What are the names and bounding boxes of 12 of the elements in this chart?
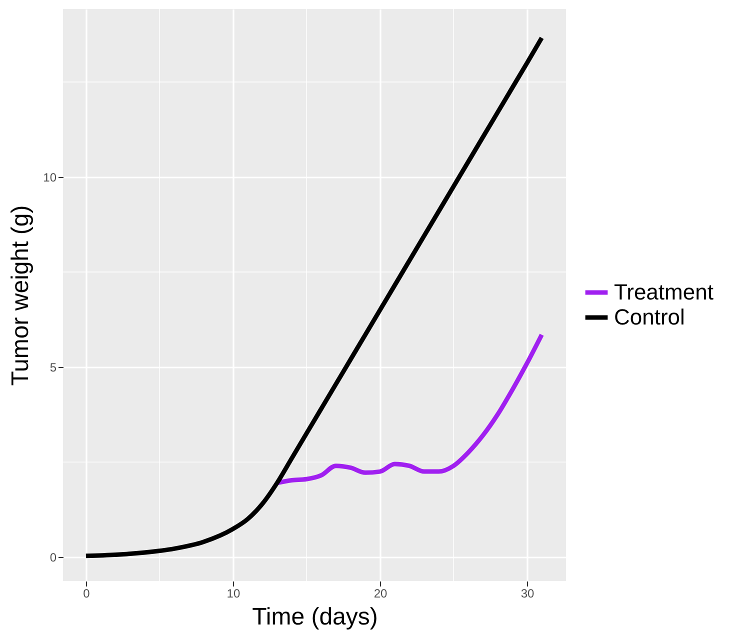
x-tick-label: 0 <box>83 586 90 600</box>
y-axis-title: Tumor weight (g) <box>7 205 34 386</box>
legend-label: Control <box>614 304 685 330</box>
x-tick-label: 30 <box>520 586 535 600</box>
y-tick-label: 10 <box>43 170 57 184</box>
x-axis-title: Time (days) <box>252 604 378 630</box>
x-tick-label: 20 <box>374 586 388 600</box>
y-tick-label: 0 <box>50 550 57 565</box>
x-tick-label: 10 <box>226 586 240 600</box>
y-tick-label: 5 <box>50 360 57 375</box>
legend-label: Treatment <box>614 280 714 304</box>
line-series <box>84 36 544 558</box>
